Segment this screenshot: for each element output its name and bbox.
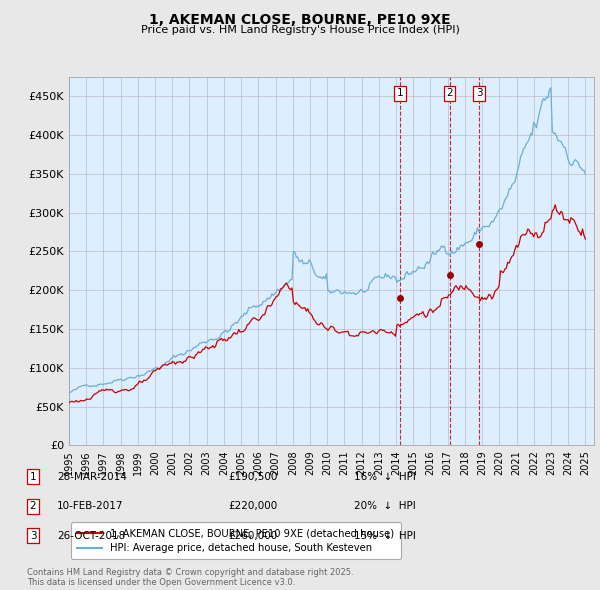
Text: 16%  ↓  HPI: 16% ↓ HPI — [354, 472, 416, 481]
Text: Contains HM Land Registry data © Crown copyright and database right 2025.
This d: Contains HM Land Registry data © Crown c… — [27, 568, 353, 587]
Text: 1: 1 — [397, 88, 403, 99]
Text: 28-MAR-2014: 28-MAR-2014 — [57, 472, 127, 481]
Text: 26-OCT-2018: 26-OCT-2018 — [57, 531, 125, 540]
Legend: 1, AKEMAN CLOSE, BOURNE, PE10 9XE (detached house), HPI: Average price, detached: 1, AKEMAN CLOSE, BOURNE, PE10 9XE (detac… — [71, 522, 401, 559]
Text: £260,000: £260,000 — [228, 531, 277, 540]
Text: 15%  ↓  HPI: 15% ↓ HPI — [354, 531, 416, 540]
Text: 2: 2 — [29, 502, 37, 511]
Text: £220,000: £220,000 — [228, 502, 277, 511]
Text: 3: 3 — [29, 531, 37, 540]
Text: £190,500: £190,500 — [228, 472, 277, 481]
Text: 3: 3 — [476, 88, 482, 99]
Text: Price paid vs. HM Land Registry's House Price Index (HPI): Price paid vs. HM Land Registry's House … — [140, 25, 460, 35]
Text: 20%  ↓  HPI: 20% ↓ HPI — [354, 502, 416, 511]
Text: 10-FEB-2017: 10-FEB-2017 — [57, 502, 124, 511]
Text: 1: 1 — [29, 472, 37, 481]
Text: 1, AKEMAN CLOSE, BOURNE, PE10 9XE: 1, AKEMAN CLOSE, BOURNE, PE10 9XE — [149, 13, 451, 27]
Text: 2: 2 — [446, 88, 453, 99]
